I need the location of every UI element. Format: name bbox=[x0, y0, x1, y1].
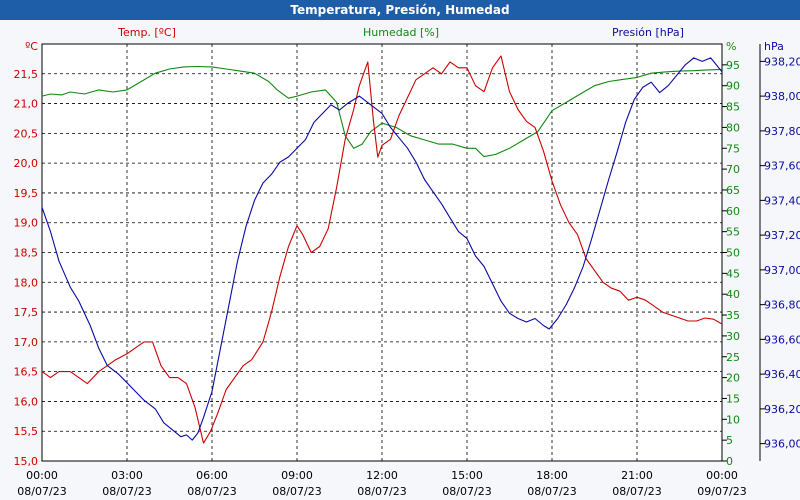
temp-tick-label: 21,0 bbox=[14, 98, 39, 111]
title-bar bbox=[0, 0, 800, 20]
x-tick-date: 08/07/23 bbox=[272, 485, 321, 498]
temp-unit-label: ºC bbox=[25, 40, 38, 53]
hum-tick-label: 0 bbox=[726, 455, 733, 468]
pres-unit-label: hPa bbox=[764, 40, 784, 53]
hum-tick-label: 5 bbox=[726, 434, 733, 447]
x-tick-time: 15:00 bbox=[451, 469, 483, 482]
pres-tick-label: 938,20 bbox=[764, 55, 800, 68]
x-tick-time: 21:00 bbox=[621, 469, 653, 482]
x-tick-date: 08/07/23 bbox=[187, 485, 236, 498]
temp-tick-label: 16,0 bbox=[14, 395, 39, 408]
pres-tick-label: 936,20 bbox=[764, 403, 800, 416]
temp-tick-label: 17,0 bbox=[14, 336, 39, 349]
hum-tick-label: 15 bbox=[726, 392, 740, 405]
hum-tick-label: 80 bbox=[726, 121, 740, 134]
temp-tick-label: 16,5 bbox=[14, 366, 39, 379]
x-tick-date: 09/07/23 bbox=[697, 485, 746, 498]
x-tick-date: 08/07/23 bbox=[442, 485, 491, 498]
series-line-temperature bbox=[41, 55, 723, 444]
hum-tick-label: 75 bbox=[726, 142, 740, 155]
pres-tick-label: 936,40 bbox=[764, 368, 800, 381]
chart-title: Temperatura, Presión, Humedad bbox=[290, 3, 510, 17]
x-tick-date: 08/07/23 bbox=[17, 485, 66, 498]
temp-tick-label: 19,5 bbox=[14, 187, 39, 200]
hum-tick-label: 25 bbox=[726, 351, 740, 364]
pres-tick-label: 936,80 bbox=[764, 299, 800, 312]
hum-tick-label: 60 bbox=[726, 205, 740, 218]
x-tick-time: 09:00 bbox=[281, 469, 313, 482]
temp-tick-label: 18,5 bbox=[14, 247, 39, 260]
series-line-humidity bbox=[41, 65, 723, 158]
x-tick-time: 00:00 bbox=[26, 469, 58, 482]
x-tick-time: 03:00 bbox=[111, 469, 143, 482]
series-label-hum: Humedad [%] bbox=[363, 26, 439, 39]
temp-tick-label: 15,5 bbox=[14, 425, 39, 438]
x-tick-time: 18:00 bbox=[536, 469, 568, 482]
temp-tick-label: 20,0 bbox=[14, 157, 39, 170]
hum-tick-label: 55 bbox=[726, 226, 740, 239]
pres-tick-label: 936,00 bbox=[764, 438, 800, 451]
x-tick-time: 12:00 bbox=[366, 469, 398, 482]
hum-tick-label: 45 bbox=[726, 267, 740, 280]
hum-tick-label: 40 bbox=[726, 288, 740, 301]
series-line-pressure bbox=[41, 57, 723, 441]
pres-tick-label: 937,00 bbox=[764, 264, 800, 277]
hum-tick-label: 65 bbox=[726, 184, 740, 197]
pres-tick-label: 937,80 bbox=[764, 125, 800, 138]
temp-tick-label: 20,5 bbox=[14, 127, 39, 140]
temp-tick-label: 15,0 bbox=[14, 455, 39, 468]
pres-tick-label: 938,00 bbox=[764, 90, 800, 103]
x-tick-time: 00:00 bbox=[706, 469, 738, 482]
pres-tick-label: 937,40 bbox=[764, 194, 800, 207]
temp-tick-label: 21,5 bbox=[14, 68, 39, 81]
series-label-pres: Presión [hPa] bbox=[612, 26, 684, 39]
x-tick-date: 08/07/23 bbox=[357, 485, 406, 498]
hum-tick-label: 85 bbox=[726, 101, 740, 114]
x-tick-date: 08/07/23 bbox=[527, 485, 576, 498]
hum-tick-label: 10 bbox=[726, 413, 740, 426]
temp-tick-label: 19,0 bbox=[14, 217, 39, 230]
hum-tick-label: 20 bbox=[726, 372, 740, 385]
hum-tick-label: 50 bbox=[726, 247, 740, 260]
hum-tick-label: 95 bbox=[726, 59, 740, 72]
hum-tick-label: 90 bbox=[726, 80, 740, 93]
hum-tick-label: 35 bbox=[726, 309, 740, 322]
hum-unit-label: % bbox=[726, 40, 736, 53]
hum-tick-label: 30 bbox=[726, 330, 740, 343]
pres-tick-label: 936,60 bbox=[764, 333, 800, 346]
temp-tick-label: 18,0 bbox=[14, 276, 39, 289]
pres-tick-label: 937,60 bbox=[764, 160, 800, 173]
x-tick-time: 06:00 bbox=[196, 469, 228, 482]
pres-tick-label: 937,20 bbox=[764, 229, 800, 242]
x-tick-date: 08/07/23 bbox=[612, 485, 661, 498]
series-label-temp: Temp. [ºC] bbox=[117, 26, 176, 39]
temp-tick-label: 17,5 bbox=[14, 306, 39, 319]
hum-tick-label: 70 bbox=[726, 163, 740, 176]
x-tick-date: 08/07/23 bbox=[102, 485, 151, 498]
